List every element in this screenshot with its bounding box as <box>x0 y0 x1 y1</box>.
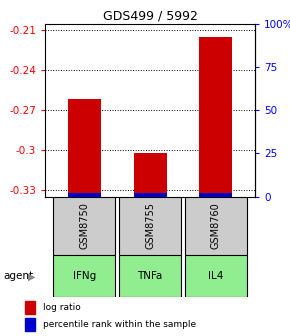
Text: IFNg: IFNg <box>73 271 96 281</box>
Text: IL4: IL4 <box>208 271 224 281</box>
Bar <box>134 194 166 197</box>
Bar <box>68 99 101 197</box>
Text: percentile rank within the sample: percentile rank within the sample <box>43 320 196 329</box>
Bar <box>25 301 35 314</box>
Bar <box>199 194 232 197</box>
Bar <box>185 197 247 255</box>
Text: TNFa: TNFa <box>137 271 163 281</box>
Bar <box>53 197 115 255</box>
Bar <box>119 197 181 255</box>
Text: log ratio: log ratio <box>43 303 81 312</box>
Bar <box>119 255 181 297</box>
Text: GSM8750: GSM8750 <box>79 203 89 249</box>
Bar <box>185 255 247 297</box>
Bar <box>199 37 232 197</box>
Text: ▶: ▶ <box>28 271 35 281</box>
Bar <box>134 153 166 197</box>
Title: GDS499 / 5992: GDS499 / 5992 <box>103 9 197 23</box>
Bar <box>68 194 101 197</box>
Text: GSM8760: GSM8760 <box>211 203 221 249</box>
Bar <box>53 255 115 297</box>
Text: GSM8755: GSM8755 <box>145 203 155 249</box>
Text: agent: agent <box>3 271 33 281</box>
Bar <box>25 318 35 331</box>
